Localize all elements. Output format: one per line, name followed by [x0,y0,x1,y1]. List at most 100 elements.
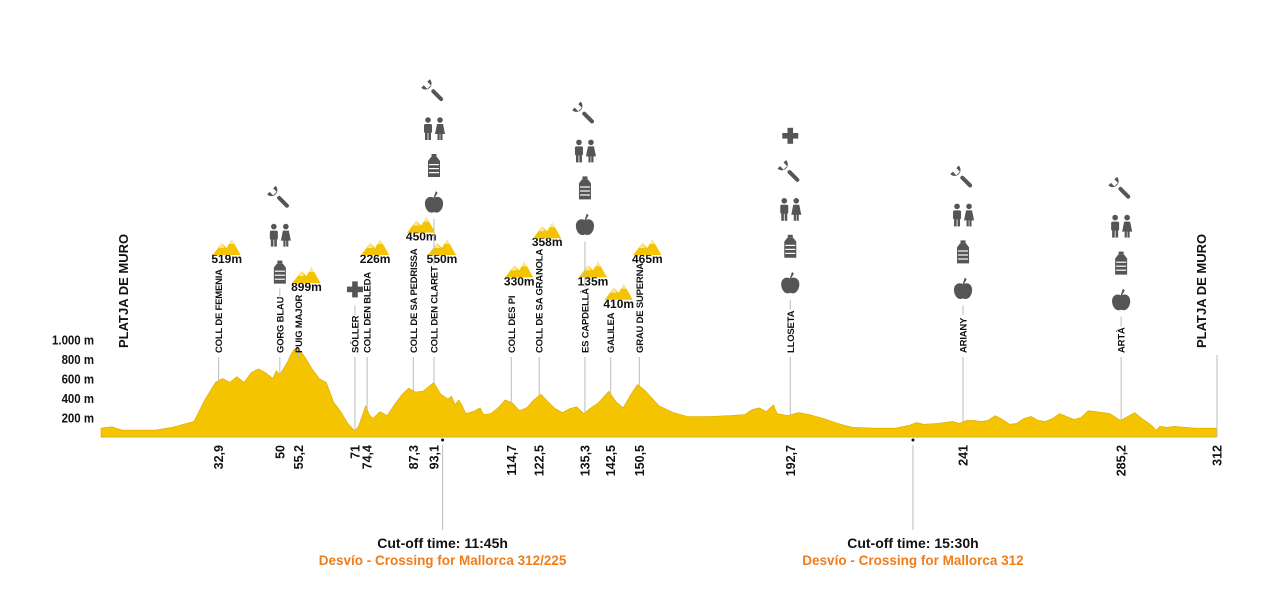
waypoint-name: COLL DEN CLARET [430,266,441,353]
waypoint-name: SÓLLER [349,315,361,353]
km-label: 71 [348,445,362,459]
waypoint-name: PUIG MAJOR [294,294,305,353]
water-bottle-icon [428,154,441,177]
cutoff-time: Cut-off time: 15:30h [847,535,978,551]
peak-altitude: 465m [632,252,663,266]
toilets-icon [269,223,291,247]
mountain-icon [505,261,534,278]
km-label: 150,5 [633,445,647,476]
km-label: 285,2 [1115,445,1129,476]
cutoff-time: Cut-off time: 11:45h [377,535,508,551]
toilets-icon [1111,214,1133,238]
waypoint: 241 ARIANY [950,165,975,466]
baseline-dot [911,438,915,442]
water-bottle-icon [784,234,797,258]
wrench-icon [267,185,289,208]
apple-icon [781,271,800,294]
wrench-icon [572,101,595,124]
peak-altitude: 450m [406,230,437,244]
mountain-icon [361,239,390,255]
waypoint: 71 SÓLLER [346,281,363,459]
waypoint-name: GALILEA [606,312,617,353]
medical-cross-icon [782,127,799,144]
peak-altitude: 899m [291,280,322,294]
wrench-icon [950,165,973,188]
km-label: 192,7 [784,445,798,476]
waypoint: 192,7 LLOSETA [777,127,802,476]
apple-icon [1112,288,1131,311]
waypoint: 312 [1211,445,1225,466]
water-bottle-icon [957,240,970,264]
km-label: 32,9 [212,445,226,469]
start-label: PLATJA DE MURO [116,234,131,348]
apple-icon [953,277,973,300]
waypoint-name: COLL DE FEMENIA [214,269,225,353]
mountain-icon [407,216,436,233]
y-tick-label: 800 m [62,352,95,367]
waypoint-name: GRAU DE SUPERNA [635,263,646,353]
km-label: 74,4 [361,445,375,469]
mountain-icon [633,239,662,255]
peak-altitude: 226m [360,252,391,266]
km-label: 135,3 [578,445,592,476]
waypoint: 50 GORG BLAU [267,185,291,459]
km-label: 50 [273,445,287,459]
waypoint-name: ARTÀ [1117,327,1128,353]
mountain-icon [604,283,633,300]
peak-altitude: 330m [504,274,535,288]
apple-icon [424,191,444,213]
water-bottle-icon [1115,251,1128,275]
mountain-icon [533,222,562,239]
waypoint: 74,4 COLL DEN BLEDA 226m [360,239,391,469]
waypoint: 87,3 COLL DE SA PEDRISSA 450m [406,216,437,469]
toilets-icon [953,203,975,227]
wrench-icon [1108,176,1131,199]
waypoint-name: ARIANY [959,317,970,353]
peak-altitude: 358m [532,235,563,249]
baseline-dot [441,438,445,442]
toilets-icon [780,198,802,221]
km-label: 93,1 [428,445,442,469]
km-label: 55,2 [292,445,306,469]
water-bottle-icon [578,176,591,200]
km-label: 241 [957,445,971,466]
waypoints: 32,9 COLL DE FEMENIA 519m 50 GORG BLAU 55,2 PU… [211,79,1225,476]
cutoff-detour: Desvío - Crossing for Mallorca 312 [802,553,1023,568]
wrench-icon [777,160,800,182]
mountain-icon [578,261,607,278]
cutoff-detour: Desvío - Crossing for Mallorca 312/225 [319,553,567,568]
waypoint-name: COLL DE SA GRANOLA [535,249,546,353]
toilets-icon [574,139,596,163]
mountain-icon [212,239,241,255]
medical-cross-icon [346,281,363,298]
route-endpoints: PLATJA DE MURO PLATJA DE MURO [116,234,1218,437]
peak-altitude: 519m [211,252,242,266]
end-label: PLATJA DE MURO [1194,234,1209,348]
y-axis: 200 m 400 m 600 m 800 m 1.000 m [52,333,94,426]
y-tick-label: 400 m [62,391,95,406]
wrench-icon [421,79,444,102]
waypoint-name: LLOSETA [786,310,797,353]
apple-icon [575,213,595,236]
km-label: 312 [1211,445,1225,466]
waypoint-name: COLL DE SA PEDRISSA [409,248,420,353]
y-tick-label: 200 m [62,411,95,426]
km-label: 122,5 [533,445,547,476]
waypoint: 114,7 COLL DES PI 330m [504,261,535,476]
elevation-area [100,346,1218,438]
cutoff-notes: Cut-off time: 11:45h Desvío - Crossing fo… [319,445,1024,568]
toilets-icon [424,117,446,140]
waypoint-name: COLL DEN BLEDA [363,272,374,353]
km-label: 87,3 [407,445,421,469]
y-tick-label: 600 m [62,372,95,387]
mountain-icon [292,267,321,283]
waypoint: 32,9 COLL DE FEMENIA 519m [211,239,242,469]
y-tick-label: 1.000 m [52,333,94,348]
cutoff-note: Cut-off time: 15:30h Desvío - Crossing fo… [802,445,1024,568]
